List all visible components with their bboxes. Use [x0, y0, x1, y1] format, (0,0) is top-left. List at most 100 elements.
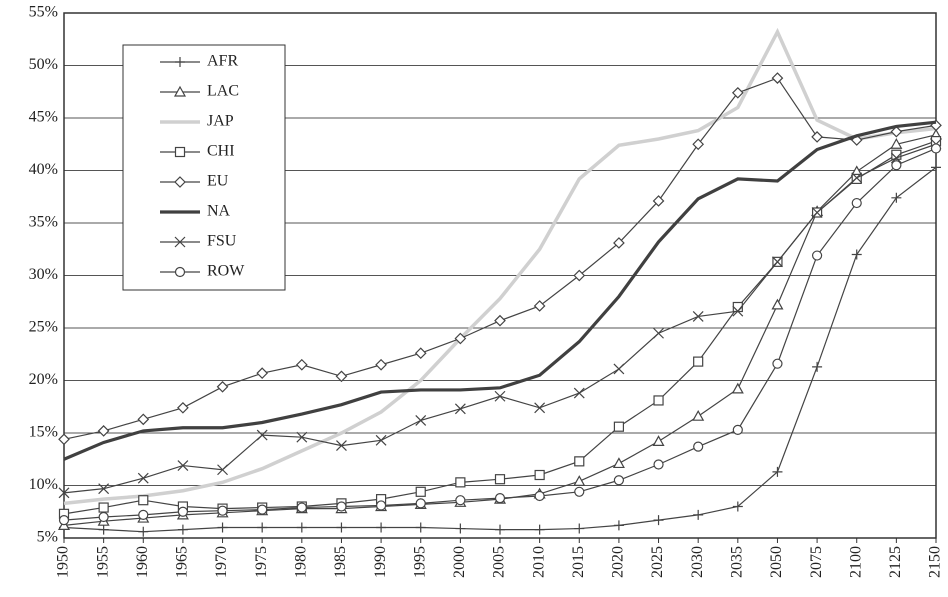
marker: [731, 86, 744, 99]
marker: [851, 172, 863, 184]
marker: [335, 370, 348, 383]
x-tick-label: 2000: [451, 546, 468, 578]
x-tick-label: 2005: [491, 546, 508, 578]
marker: [851, 249, 862, 260]
marker: [455, 523, 466, 534]
marker: [573, 269, 586, 282]
marker: [573, 387, 585, 399]
marker: [771, 298, 784, 310]
marker: [415, 498, 426, 509]
marker: [891, 160, 902, 171]
marker: [931, 162, 941, 173]
marker: [173, 85, 187, 97]
marker: [573, 475, 586, 486]
marker: [217, 522, 228, 533]
y-tick-label: 25%: [29, 319, 58, 336]
marker: [177, 524, 188, 535]
marker: [890, 152, 902, 164]
x-tick-label: 2050: [768, 546, 785, 578]
legend-label: JAP: [207, 113, 234, 130]
marker: [256, 367, 269, 379]
marker: [494, 314, 506, 327]
legend-label: ROW: [207, 263, 245, 280]
marker: [613, 421, 625, 432]
marker: [653, 327, 664, 339]
marker: [771, 72, 784, 84]
y-tick-label: 5%: [37, 529, 58, 546]
x-tick-label: 2125: [887, 546, 904, 578]
marker: [732, 305, 744, 317]
marker: [97, 425, 110, 437]
marker: [653, 395, 664, 406]
x-tick-label: 2035: [728, 546, 745, 578]
y-tick-label: 35%: [29, 214, 58, 231]
x-tick-label: 1950: [55, 546, 72, 578]
y-tick-label: 30%: [29, 266, 58, 283]
marker: [375, 434, 387, 446]
marker: [652, 435, 665, 446]
y-tick-label: 20%: [29, 371, 58, 388]
marker: [296, 431, 308, 443]
marker: [494, 474, 506, 485]
x-tick-label: 1985: [332, 546, 349, 578]
marker: [295, 358, 308, 371]
y-tick-label: 40%: [29, 161, 58, 178]
marker: [533, 300, 546, 312]
marker: [138, 495, 149, 506]
y-tick-label: 45%: [29, 109, 58, 126]
marker: [177, 460, 189, 471]
marker: [217, 464, 228, 476]
marker: [376, 522, 387, 533]
marker: [58, 515, 70, 526]
marker: [811, 131, 823, 143]
marker: [574, 456, 585, 467]
marker: [613, 475, 625, 486]
marker: [890, 138, 903, 149]
marker: [217, 505, 228, 516]
marker: [612, 457, 625, 469]
marker: [98, 511, 109, 523]
legend-label: CHI: [207, 143, 235, 160]
x-tick-label: 2015: [570, 546, 587, 578]
marker: [534, 402, 546, 414]
marker: [174, 146, 186, 158]
x-tick-label: 1980: [292, 546, 309, 578]
x-tick-label: 2020: [610, 546, 627, 578]
marker: [455, 477, 466, 488]
marker: [336, 522, 347, 533]
marker: [653, 459, 664, 470]
marker: [174, 176, 186, 188]
marker: [138, 509, 149, 521]
legend-label: LAC: [207, 83, 239, 100]
marker: [375, 500, 387, 511]
legend-box: [122, 44, 286, 291]
marker: [138, 526, 149, 537]
x-tick-label: 1990: [372, 546, 389, 578]
x-tick-label: 1960: [134, 546, 151, 578]
marker: [732, 501, 743, 512]
marker: [772, 466, 783, 477]
marker: [811, 250, 823, 261]
marker: [534, 469, 545, 481]
x-tick-label: 2030: [689, 546, 706, 578]
marker: [494, 390, 506, 402]
marker: [534, 490, 545, 502]
series-line: [63, 27, 937, 506]
legend-label: EU: [207, 173, 229, 190]
marker: [336, 440, 347, 452]
marker: [414, 347, 427, 360]
legend-label: FSU: [207, 233, 237, 250]
marker: [98, 524, 109, 535]
marker: [812, 361, 823, 372]
marker: [693, 356, 704, 367]
marker: [216, 380, 229, 393]
marker: [174, 236, 186, 248]
x-tick-label: 1970: [213, 546, 230, 578]
marker: [613, 237, 625, 249]
marker: [454, 332, 467, 345]
marker: [415, 414, 427, 426]
y-tick-label: 55%: [29, 4, 58, 21]
marker: [296, 522, 307, 533]
marker: [692, 138, 705, 151]
